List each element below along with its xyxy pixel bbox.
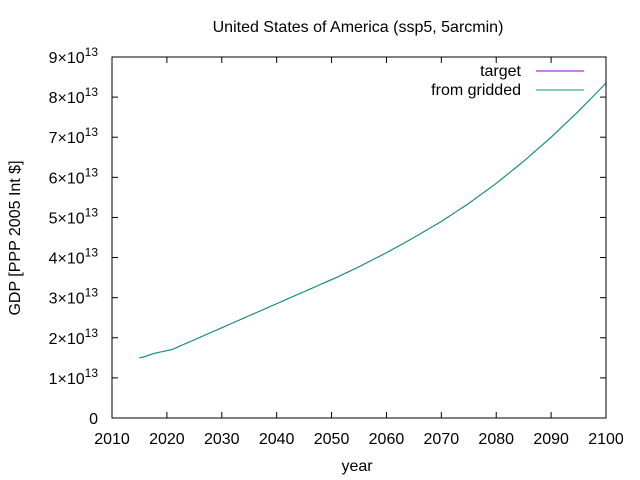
x-axis-label: year — [341, 458, 373, 475]
x-axis-ticks: 2010 2020 2030 2040 2050 2060 2070 2080 2090 2100 — [94, 57, 624, 448]
x-tick-label: 2100 — [588, 431, 624, 448]
y-tick-label: 9×1013 — [49, 45, 99, 67]
y-axis-label: GDP [PPP 2005 Int $] — [7, 160, 24, 315]
y-tick-label: 2×1013 — [49, 326, 99, 348]
series-lines — [139, 82, 607, 359]
legend: target from gridded — [431, 63, 584, 99]
x-tick-label: 2010 — [94, 431, 130, 448]
y-tick-label: 5×1013 — [49, 205, 99, 227]
x-tick-label: 2070 — [424, 431, 460, 448]
y-tick-label: 3×1013 — [49, 286, 99, 308]
y-tick-label: 7×1013 — [49, 125, 99, 147]
plot-frame — [111, 56, 607, 419]
x-tick-label: 2090 — [533, 431, 569, 448]
legend-label: target — [480, 63, 521, 80]
x-tick-label: 2020 — [149, 431, 185, 448]
chart-title: United States of America (ssp5, 5arcmin) — [213, 19, 504, 36]
series-line-from-gridded — [139, 82, 607, 359]
x-tick-label: 2030 — [204, 431, 240, 448]
x-tick-label: 2040 — [259, 431, 295, 448]
x-tick-label: 2080 — [478, 431, 514, 448]
y-tick-label: 4×1013 — [49, 246, 99, 268]
x-tick-label: 2050 — [314, 431, 350, 448]
x-tick-label: 2060 — [369, 431, 405, 448]
y-tick-label: 8×1013 — [49, 85, 99, 107]
y-tick-label: 6×1013 — [49, 165, 99, 187]
y-tick-label: 0 — [89, 411, 98, 428]
y-tick-label: 1×1013 — [49, 366, 99, 388]
legend-label: from gridded — [431, 82, 521, 99]
y-axis-ticks: 0 1×1013 2×1013 3×1013 4×1013 5×1013 6×1013 7×1… — [49, 45, 606, 428]
